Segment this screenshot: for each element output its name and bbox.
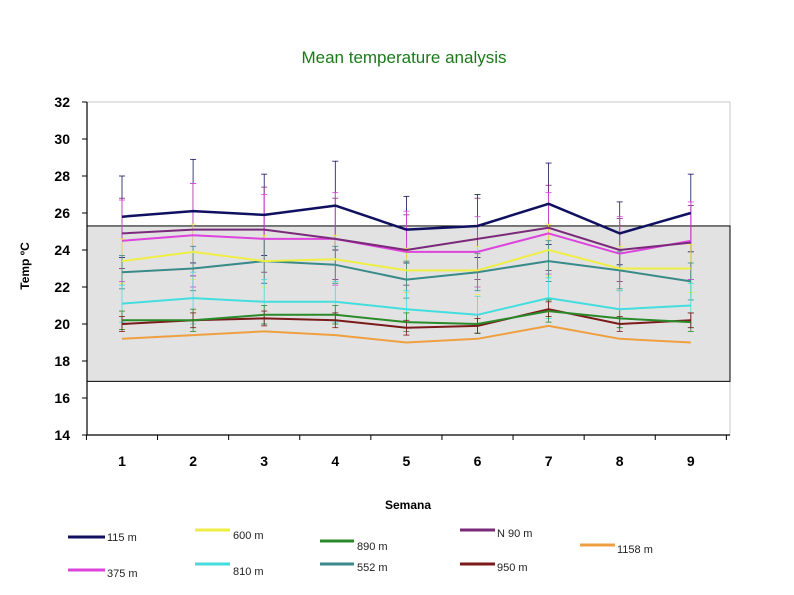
y-tick-label: 18 [54,353,70,369]
series-line [121,260,691,283]
y-tick-label: 16 [54,390,70,406]
x-ticks: 1 2 3 4 5 6 7 8 9 [85,435,727,469]
legend-label: 890 m [357,541,388,553]
series-line [121,308,691,329]
legend-label: N 90 m [497,528,532,540]
series-line [121,297,691,316]
legend-label: 1158 m [617,544,653,556]
y-tick-label: 20 [54,316,70,332]
y-tick-label: 14 [54,427,70,443]
series-line [121,202,692,235]
x-tick-label: 4 [331,453,339,469]
x-axis-title: Semana [385,498,431,512]
y-tick-label: 30 [54,131,70,147]
y-axis-title: Temp ºC [18,242,32,290]
x-tick-label: 9 [687,453,695,469]
chart-title: Mean temperature analysis [301,48,506,67]
legend-label: 552 m [357,562,388,574]
x-tick-label: 8 [616,453,624,469]
x-tick-label: 5 [403,453,411,469]
series-line [121,226,691,251]
legend-label: 810 m [233,566,264,578]
legend-label: 115 m [107,532,137,544]
x-tick-label: 1 [118,453,126,469]
y-tick-label: 32 [54,94,70,110]
series-line [121,249,691,272]
x-tick-label: 2 [189,453,197,469]
legend-label: 600 m [233,530,264,542]
x-tick-label: 7 [545,453,553,469]
y-ticks: 14 16 18 20 22 24 26 28 30 32 [54,94,87,443]
y-tick-label: 28 [54,168,70,184]
y-tick-label: 24 [54,242,70,258]
series-lines [121,202,692,344]
series-line [121,232,691,255]
series-line [121,324,691,344]
x-tick-label: 3 [260,453,268,469]
y-tick-label: 26 [54,205,70,221]
legend: 115 m N 90 m 375 m 600 m 552 m 810 m 890 m 950 … [68,528,653,580]
y-tick-label: 22 [54,279,70,295]
x-tick-label: 6 [474,453,482,469]
legend-label: 375 m [107,568,138,580]
series-line [122,310,691,325]
legend-label: 950 m [497,562,528,574]
